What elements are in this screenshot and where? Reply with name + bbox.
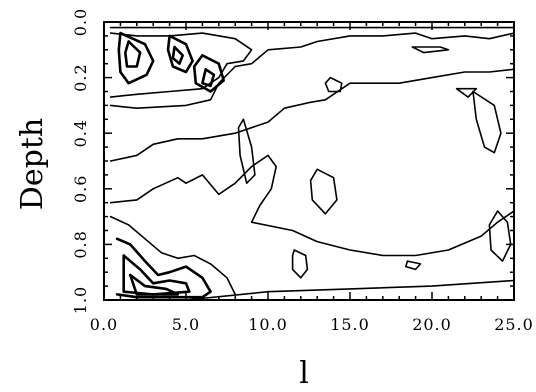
x-tick-label: 10.0 (248, 315, 288, 334)
y-axis-ticks: 0.0 0.2 0.4 0.6 0.8 1.0 (71, 8, 514, 314)
y-tick-label: 0.6 (71, 175, 90, 203)
contour-line (472, 90, 502, 154)
contour-line (455, 87, 478, 98)
x-axis-ticks: 0.0 5.0 10.0 15.0 20.0 25.0 (90, 22, 534, 334)
y-axis-title: Depth (15, 118, 50, 210)
contour-line (128, 273, 180, 296)
contour-line (192, 54, 225, 93)
contour-line (166, 34, 194, 74)
contour-line (291, 249, 309, 279)
contour-line (201, 68, 216, 88)
contour-line (109, 68, 515, 162)
y-tick-label: 1.0 (71, 286, 90, 314)
y-tick-label: 0.8 (71, 230, 90, 258)
contour-line (404, 260, 422, 271)
contour-line (109, 154, 515, 257)
contour-line (124, 40, 142, 68)
contour-line (411, 46, 450, 54)
x-tick-label: 20.0 (412, 315, 452, 334)
y-tick-label: 0.2 (71, 63, 90, 91)
contour-line (109, 32, 515, 109)
plot-frame (103, 21, 515, 301)
contour-line (309, 168, 338, 215)
contour-line (109, 215, 236, 296)
contour-line (488, 210, 512, 262)
contour-line (117, 31, 155, 85)
contour-line (122, 254, 191, 296)
y-tick-label: 0.4 (71, 119, 90, 147)
contour-line (185, 279, 515, 301)
x-axis-title: l (299, 356, 309, 391)
x-tick-label: 25.0 (494, 315, 534, 334)
contour-line (237, 118, 256, 184)
contour-line (115, 237, 212, 299)
contour-line (171, 45, 184, 66)
x-tick-label: 15.0 (330, 315, 370, 334)
x-tick-label: 0.0 (90, 315, 118, 334)
x-tick-label: 5.0 (172, 315, 200, 334)
contour-lines (109, 26, 515, 301)
y-tick-label: 0.0 (71, 8, 90, 36)
contour-line (324, 76, 343, 93)
